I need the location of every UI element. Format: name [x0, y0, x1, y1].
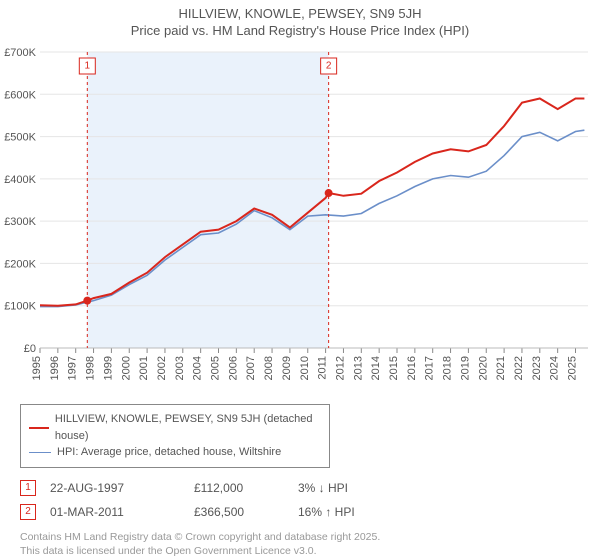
legend-swatch-blue — [29, 452, 51, 453]
svg-text:2022: 2022 — [513, 356, 525, 380]
sale-price: £366,500 — [194, 505, 284, 519]
sale-date: 01-MAR-2011 — [50, 505, 180, 519]
sales-row: 2 01-MAR-2011 £366,500 16% ↑ HPI — [20, 500, 588, 524]
svg-text:2017: 2017 — [424, 356, 436, 380]
legend: HILLVIEW, KNOWLE, PEWSEY, SN9 5JH (detac… — [20, 404, 330, 468]
svg-text:2001: 2001 — [138, 356, 150, 380]
sale-marker-1: 1 — [20, 480, 36, 496]
sale-price: £112,000 — [194, 481, 284, 495]
sale-date: 22-AUG-1997 — [50, 481, 180, 495]
sale-marker-2: 2 — [20, 504, 36, 520]
svg-text:2008: 2008 — [263, 356, 275, 380]
svg-text:2020: 2020 — [477, 356, 489, 380]
legend-label: HILLVIEW, KNOWLE, PEWSEY, SN9 5JH (detac… — [55, 411, 321, 444]
svg-text:2007: 2007 — [245, 356, 257, 380]
legend-row: HILLVIEW, KNOWLE, PEWSEY, SN9 5JH (detac… — [29, 411, 321, 444]
svg-text:2000: 2000 — [120, 356, 132, 380]
svg-text:2013: 2013 — [352, 356, 364, 380]
svg-text:£0: £0 — [24, 343, 36, 355]
svg-text:1996: 1996 — [49, 356, 61, 380]
sales-row: 1 22-AUG-1997 £112,000 3% ↓ HPI — [20, 476, 588, 500]
legend-row: HPI: Average price, detached house, Wilt… — [29, 444, 321, 461]
svg-text:2014: 2014 — [370, 356, 382, 380]
svg-text:£200K: £200K — [4, 258, 36, 270]
sale-delta: 3% ↓ HPI — [298, 481, 418, 495]
footer-line: This data is licensed under the Open Gov… — [20, 544, 588, 558]
svg-text:1995: 1995 — [31, 356, 43, 380]
legend-label: HPI: Average price, detached house, Wilt… — [57, 444, 281, 461]
svg-text:2023: 2023 — [531, 356, 543, 380]
svg-text:£500K: £500K — [4, 132, 36, 144]
svg-text:2006: 2006 — [227, 356, 239, 380]
svg-text:2016: 2016 — [406, 356, 418, 380]
svg-text:2018: 2018 — [442, 356, 454, 380]
svg-text:£400K: £400K — [4, 174, 36, 186]
svg-text:2011: 2011 — [317, 356, 329, 380]
footer-attribution: Contains HM Land Registry data © Crown c… — [20, 530, 588, 558]
svg-text:2: 2 — [326, 61, 332, 72]
svg-text:2002: 2002 — [156, 356, 168, 380]
svg-text:2004: 2004 — [192, 356, 204, 380]
svg-text:1: 1 — [85, 61, 91, 72]
svg-text:1997: 1997 — [67, 356, 79, 380]
svg-text:2003: 2003 — [174, 356, 186, 380]
svg-text:2015: 2015 — [388, 356, 400, 380]
svg-text:£100K: £100K — [4, 301, 36, 313]
svg-text:£300K: £300K — [4, 216, 36, 228]
svg-text:2024: 2024 — [549, 356, 561, 380]
svg-text:2012: 2012 — [334, 356, 346, 380]
svg-text:2025: 2025 — [567, 356, 579, 380]
legend-swatch-red — [29, 427, 49, 429]
svg-text:1998: 1998 — [85, 356, 97, 380]
chart-title-main: HILLVIEW, KNOWLE, PEWSEY, SN9 5JH — [0, 6, 600, 21]
chart-area: £0 £100K £200K £300K £400K £500K £600K £700K 199… — [0, 44, 600, 400]
footer-line: Contains HM Land Registry data © Crown c… — [20, 530, 588, 544]
svg-text:2021: 2021 — [495, 356, 507, 380]
svg-text:£600K: £600K — [4, 89, 36, 101]
sales-table: 1 22-AUG-1997 £112,000 3% ↓ HPI 2 01-MAR… — [20, 476, 588, 524]
svg-text:1999: 1999 — [102, 356, 114, 380]
sale-delta: 16% ↑ HPI — [298, 505, 418, 519]
chart-title-sub: Price paid vs. HM Land Registry's House … — [0, 23, 600, 38]
svg-text:2019: 2019 — [459, 356, 471, 380]
chart-svg: £0 £100K £200K £300K £400K £500K £600K £700K 199… — [0, 44, 600, 400]
svg-text:2005: 2005 — [210, 356, 222, 380]
svg-text:£700K: £700K — [4, 47, 36, 59]
svg-text:2009: 2009 — [281, 356, 293, 380]
svg-text:2010: 2010 — [299, 356, 311, 380]
